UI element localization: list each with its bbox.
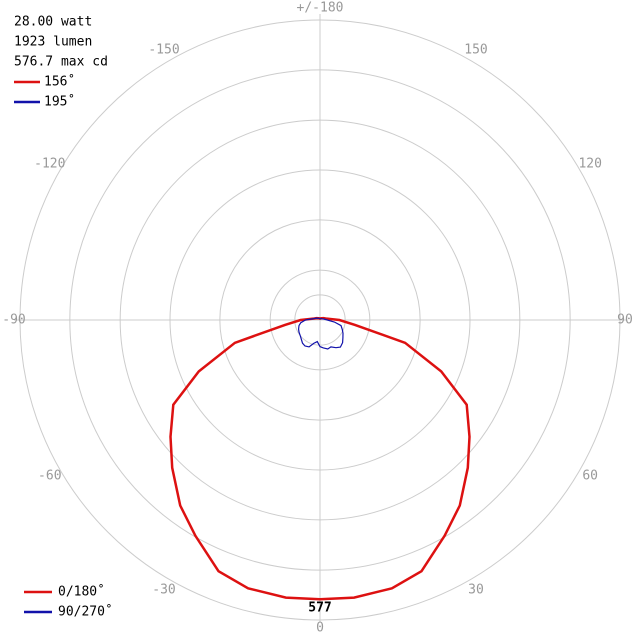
angle-tick-label: -150	[148, 42, 179, 57]
angle-tick-label: -60	[38, 469, 61, 484]
info-lumen: 1923 lumen	[14, 35, 92, 50]
grid-circle	[169, 169, 471, 471]
grid-circle	[19, 19, 621, 621]
max-label: 577	[308, 601, 331, 616]
grid-circle	[69, 69, 571, 571]
legend-label: 195˚	[44, 94, 75, 110]
angle-tick-label: -30	[152, 583, 175, 598]
angle-tick-label: 120	[578, 157, 601, 172]
angle-tick-label: 90	[617, 313, 633, 328]
angle-tick-label: 0	[316, 621, 324, 636]
grid-circle	[269, 269, 371, 371]
series-line	[297, 317, 344, 350]
legend-label: 0/180˚	[58, 584, 105, 600]
grid-circle	[294, 294, 346, 346]
legend-label: 156˚	[44, 74, 75, 90]
angle-tick-label: +/-180	[297, 1, 344, 16]
angle-tick-label: 60	[582, 469, 598, 484]
grid-circle	[119, 119, 521, 521]
angle-tick-label: 30	[468, 583, 484, 598]
series-line	[169, 316, 471, 601]
angle-tick-label: -90	[2, 313, 25, 328]
info-max-cd: 576.7 max cd	[14, 55, 108, 70]
info-watt: 28.00 watt	[14, 15, 92, 30]
legend-label: 90/270˚	[58, 604, 113, 620]
angle-tick-label: -120	[34, 157, 65, 172]
grid-circle	[219, 219, 421, 421]
angle-tick-label: 150	[464, 42, 487, 57]
